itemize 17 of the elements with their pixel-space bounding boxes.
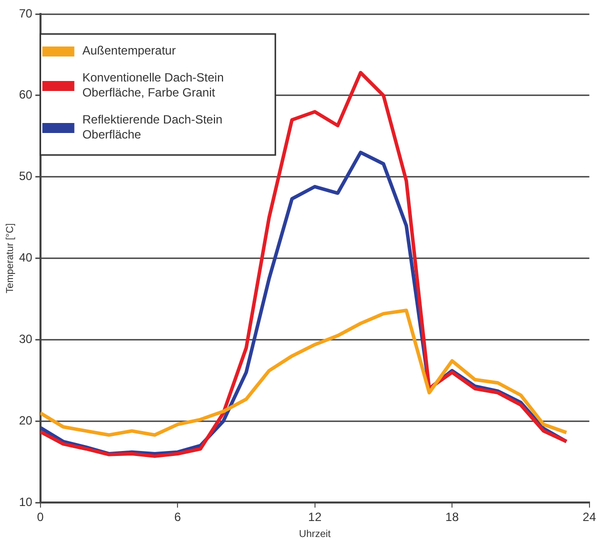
x-tick-label: 12 — [308, 510, 322, 524]
y-axis-title: Temperatur [°C] — [4, 223, 16, 294]
x-axis-title: Uhrzeit — [298, 528, 331, 540]
legend-label: Konventionelle Dach-Stein Oberfläche, Farbe Granit — [82, 70, 224, 100]
y-tick-label: 60 — [18, 88, 33, 102]
y-tick-label: 50 — [18, 169, 33, 184]
x-tick-label: 0 — [37, 510, 44, 524]
legend-label: Reflektierende Dach-Stein Oberfläche — [82, 112, 222, 142]
x-tick-label: 24 — [582, 510, 596, 524]
y-tick-label: 40 — [18, 250, 33, 265]
y-tick-label: 70 — [18, 6, 33, 20]
y-tick-label: 10 — [18, 494, 33, 509]
y-tick-label: 30 — [18, 332, 33, 346]
legend-label: Außentemperatur — [82, 43, 176, 58]
y-tick-label: 20 — [18, 413, 33, 428]
x-tick-label: 6 — [174, 510, 182, 524]
x-tick-label: 18 — [445, 510, 460, 524]
